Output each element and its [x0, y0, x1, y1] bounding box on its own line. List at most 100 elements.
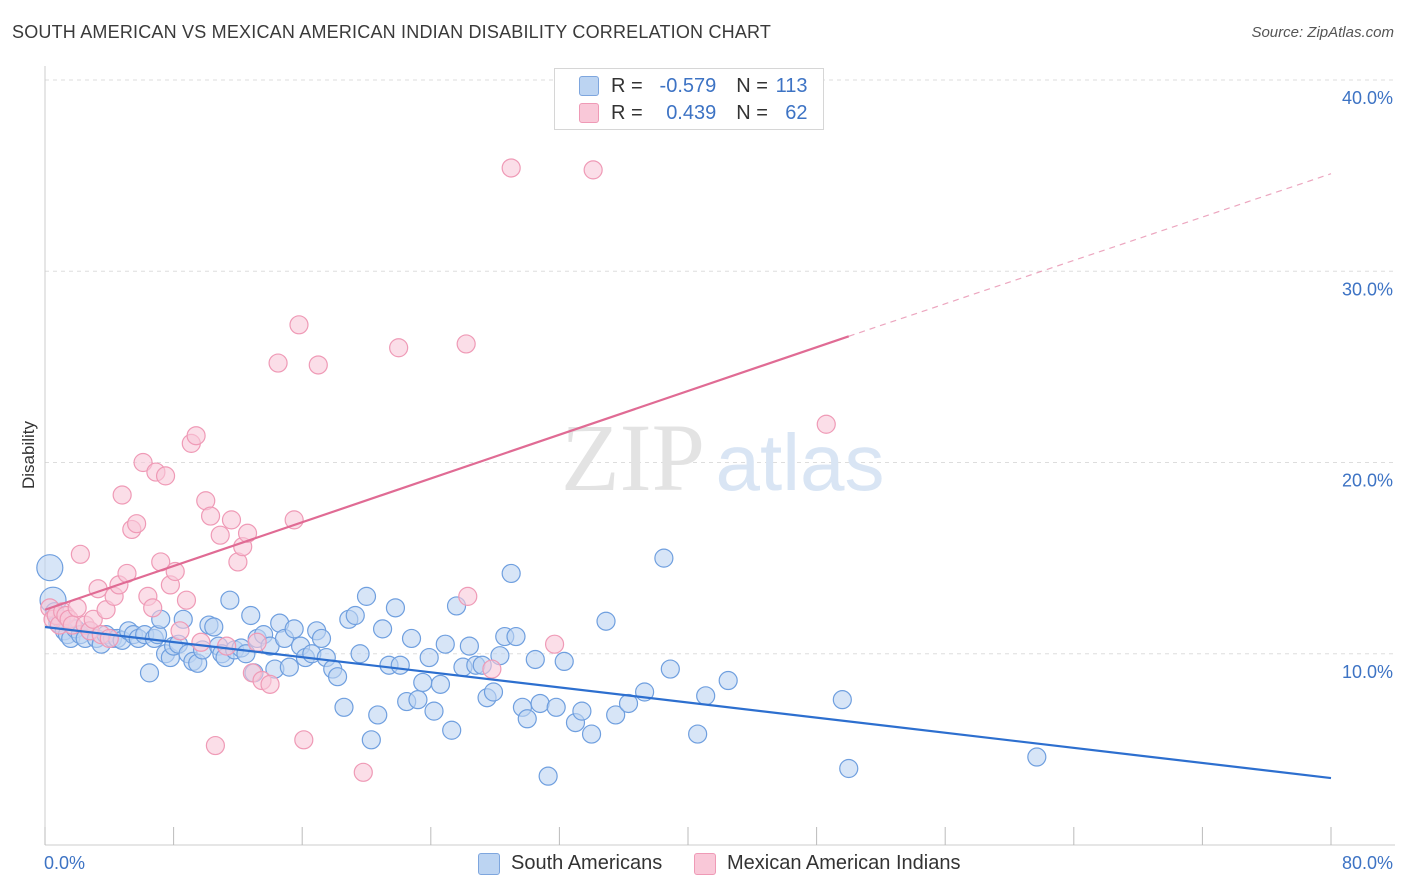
- south-americans-point: [538, 766, 558, 786]
- series-legend: South Americans Mexican American Indians: [0, 850, 1406, 878]
- south-americans-point: [327, 667, 348, 687]
- south-americans-point: [483, 682, 504, 702]
- x-tick-label-min: 0.0%: [44, 853, 85, 873]
- legend-r-value: -0.579: [659, 74, 717, 97]
- south-americans-point: [654, 548, 674, 568]
- south-americans-point: [385, 598, 406, 618]
- mexican-american-indians-point: [260, 674, 280, 694]
- south-americans-point: [372, 619, 393, 639]
- mexican-american-indians-point: [200, 506, 221, 526]
- mexican-american-indians-point: [217, 636, 237, 656]
- y-tick-label: 10.0%: [1342, 662, 1393, 682]
- south-americans-point: [311, 628, 332, 649]
- watermark-zip: ZIP: [561, 404, 705, 511]
- mexican-american-indians-point: [289, 315, 309, 335]
- y-tick-label: 40.0%: [1342, 88, 1393, 108]
- south-americans-point: [572, 701, 592, 721]
- south-americans-point: [696, 686, 716, 706]
- mexican-american-indians-points: [40, 158, 836, 782]
- mexican-american-indians-point: [237, 523, 258, 543]
- south-americans-point: [581, 724, 602, 744]
- mexican-american-indians-point: [294, 730, 314, 750]
- south-americans-point: [368, 705, 388, 725]
- mexican-american-indians-point: [816, 414, 836, 434]
- y-tick-label: 30.0%: [1342, 279, 1393, 299]
- legend-r-label: R =: [611, 74, 643, 97]
- south-americans-point: [459, 636, 479, 656]
- south-americans-point: [501, 563, 521, 584]
- legend-n-label: N =: [736, 74, 768, 97]
- x-tick-label-max: 80.0%: [1342, 853, 1393, 873]
- south-americans-point: [525, 649, 545, 670]
- south-americans-point: [284, 619, 304, 639]
- south-americans-point: [424, 701, 444, 721]
- south-americans-point: [241, 605, 261, 626]
- legend-swatch-south-americans: [478, 852, 500, 875]
- grid-lines: [45, 79, 1395, 655]
- legend-label-mexican-american-indians: Mexican American Indians: [727, 852, 961, 874]
- south-americans-point: [36, 554, 64, 582]
- axes: Disability: [19, 66, 1395, 846]
- south-americans-point: [345, 605, 365, 626]
- y-axis-label: Disability: [19, 420, 38, 489]
- south-americans-point: [419, 647, 439, 668]
- mexican-american-indians-trend-extension: [848, 173, 1332, 337]
- mexican-american-indians-point: [268, 353, 288, 373]
- legend-row-mexican-american-indians: R = 0.439 N = 62: [579, 100, 808, 126]
- chart-title: SOUTH AMERICAN VS MEXICAN AMERICAN INDIA…: [12, 22, 772, 42]
- legend-item-mexican-american-indians[interactable]: Mexican American Indians: [694, 852, 960, 875]
- legend-n-value: 113: [775, 74, 808, 97]
- south-americans-point: [139, 663, 160, 683]
- south-americans-points: [36, 548, 1047, 786]
- south-americans-point: [430, 674, 451, 694]
- mexican-american-indians-point: [247, 632, 267, 652]
- south-americans-point: [546, 697, 566, 717]
- south-americans-point: [839, 758, 859, 779]
- mexican-american-indians-point: [191, 632, 211, 652]
- legend-r-label: R =: [611, 101, 643, 124]
- south-americans-point: [660, 659, 680, 679]
- south-americans-point: [718, 670, 738, 691]
- mexican-american-indians-point: [155, 466, 176, 486]
- mexican-american-indians-point: [210, 525, 230, 545]
- south-americans-point: [606, 705, 626, 725]
- south-americans-point: [401, 628, 422, 649]
- south-americans-point: [204, 617, 224, 637]
- source-credit: Source: ZipAtlas.com: [1251, 24, 1394, 41]
- mexican-american-indians-point: [186, 426, 206, 446]
- mexican-american-indians-point: [70, 544, 90, 564]
- mexican-american-indians-point: [482, 659, 502, 679]
- legend-label-south-americans: South Americans: [511, 852, 663, 874]
- watermark-atlas: atlas: [716, 418, 885, 507]
- mexican-american-indians-point: [143, 598, 163, 618]
- legend-n-value: 62: [785, 101, 808, 124]
- south-americans-point: [279, 657, 299, 677]
- tick-labels: 10.0% 20.0% 30.0% 40.0% 0.0% 80.0%: [44, 88, 1393, 873]
- south-americans-point: [413, 672, 433, 693]
- legend-swatch-mexican-american-indians: [579, 103, 599, 123]
- watermark: ZIP atlas: [561, 404, 884, 511]
- mexican-american-indians-point: [583, 160, 603, 180]
- south-americans-point: [390, 655, 410, 675]
- legend-n-label: N =: [736, 101, 768, 124]
- mexican-american-indians-point: [205, 735, 225, 756]
- mexican-american-indians-point: [127, 514, 147, 534]
- mexican-american-indians-point: [458, 586, 478, 606]
- legend-item-south-americans[interactable]: South Americans: [478, 852, 662, 875]
- mexican-american-indians-point: [501, 158, 521, 178]
- south-americans-point: [530, 693, 550, 714]
- south-americans-point: [688, 724, 708, 744]
- south-americans-point: [361, 730, 381, 750]
- legend-swatch-mexican-american-indians: [694, 852, 716, 875]
- mexican-american-indians-point: [112, 485, 132, 505]
- south-americans-point: [334, 697, 354, 717]
- south-americans-point: [442, 720, 462, 740]
- mexican-american-indians-point: [353, 762, 373, 782]
- correlation-legend: R = -0.579 N = 113 R = 0.439 N = 62: [554, 68, 824, 130]
- legend-row-south-americans: R = -0.579 N = 113: [579, 73, 808, 99]
- legend-swatch-south-americans: [579, 76, 599, 96]
- mexican-american-indians-point: [308, 355, 328, 375]
- south-americans-point: [832, 690, 852, 710]
- mexican-american-indians-point: [544, 634, 565, 654]
